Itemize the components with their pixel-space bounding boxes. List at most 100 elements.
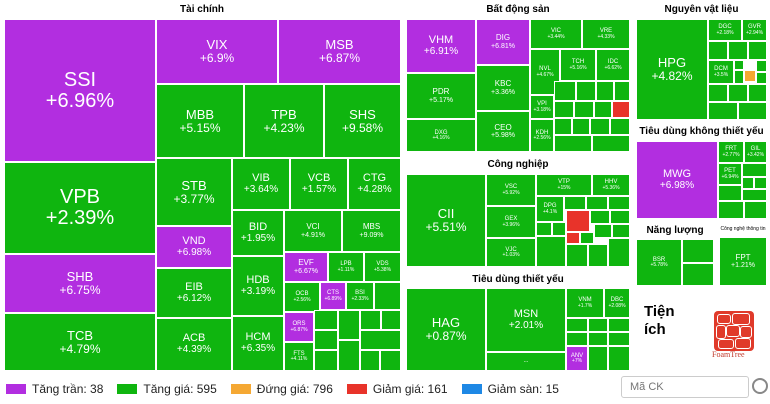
tile-VIC[interactable]: VIC +3.44% — [530, 19, 582, 49]
tile-misc-fin-i[interactable] — [360, 330, 401, 350]
tile-FRT[interactable]: FRT +2.77% — [718, 141, 744, 163]
tile-TCB[interactable]: TCB +4.79% — [4, 313, 156, 371]
tile-misc-bds-f[interactable] — [574, 101, 594, 118]
tile-VPB[interactable]: VPB +2.39% — [4, 162, 156, 254]
tile-misc-nvl-j[interactable] — [728, 84, 748, 102]
tile-VCB[interactable]: VCB +1.57% — [290, 158, 348, 210]
tile-misc-cn-b[interactable] — [586, 196, 608, 210]
tile-misc-fin-k[interactable] — [380, 350, 401, 371]
tile-misc-bds-b[interactable] — [576, 81, 596, 101]
tile-VND[interactable]: VND +6.98% — [156, 226, 232, 268]
tile-KBC[interactable]: KBC +3.36% — [476, 65, 530, 111]
tile-misc-cn-l[interactable] — [612, 224, 630, 238]
tile-DIG[interactable]: DIG +6.81% — [476, 19, 530, 65]
tile-CEO[interactable]: CEO +5.98% — [476, 111, 530, 152]
tile-TCH[interactable]: TCH +5.16% — [560, 49, 596, 81]
tile-misc-td-h[interactable] — [566, 332, 588, 346]
tile-MBS[interactable]: MBS +9.09% — [342, 210, 401, 252]
stock-search-input[interactable] — [621, 376, 749, 398]
tile-DCM[interactable]: DCM +3.5% — [708, 60, 734, 84]
tile-MWG[interactable]: MWG +6.98% — [636, 141, 718, 219]
tile-SSI[interactable]: SSI +6.96% — [4, 19, 156, 162]
tile-VIB[interactable]: VIB +3.64% — [232, 158, 290, 210]
tile-misc-cn-j[interactable] — [580, 232, 594, 244]
tile-OCB[interactable]: OCB +2.56% — [284, 282, 320, 312]
tile-misc-td-e[interactable] — [608, 332, 630, 346]
tile-misc-tdk-e[interactable] — [742, 189, 767, 201]
tile-EVF[interactable]: EVF +6.67% — [284, 252, 328, 282]
tile-ellipsis[interactable]: ... — [486, 352, 566, 371]
tile-MSN[interactable]: MSN +2.01% — [486, 288, 566, 352]
tile-misc-tdk-b[interactable] — [742, 177, 754, 189]
tile-misc-td-b[interactable] — [588, 318, 608, 332]
tile-VJC[interactable]: VJC +1.03% — [486, 238, 536, 267]
tile-VHM[interactable]: VHM +6.91% — [406, 19, 476, 73]
tile-PET[interactable]: PET +6.94% — [718, 163, 742, 185]
tile-misc-tdk-f[interactable] — [718, 201, 744, 219]
tile-misc-nvl-f[interactable] — [756, 60, 767, 72]
tile-VIX[interactable]: VIX +6.9% — [156, 19, 278, 84]
tile-misc-td-d[interactable] — [588, 332, 608, 346]
tile-misc-nvl-i[interactable] — [708, 84, 728, 102]
tile-DPG[interactable]: DPG +4.1% — [536, 196, 564, 222]
tile-misc-cn-e[interactable] — [590, 210, 610, 224]
tile-misc-td-a[interactable] — [566, 318, 588, 332]
tile-misc-nvl-m[interactable] — [738, 102, 767, 120]
tile-VTP[interactable]: VTP +15% — [536, 174, 592, 196]
tile-misc-nvl-h[interactable] — [756, 72, 767, 84]
tile-IDC[interactable]: IDC +6.62% — [596, 49, 630, 81]
tile-misc-nvl-c[interactable] — [748, 41, 767, 60]
tile-SHS[interactable]: SHS +9.58% — [324, 84, 401, 158]
tile-misc-cn-o[interactable] — [588, 244, 608, 267]
tile-PDR[interactable]: PDR +5.17% — [406, 73, 476, 119]
tile-misc-bds-m[interactable] — [554, 135, 592, 152]
tile-misc-bds-c[interactable] — [596, 81, 614, 101]
tile-misc-nvl-g[interactable] — [734, 70, 744, 84]
tile-misc-nvl-a[interactable] — [708, 41, 728, 60]
tile-ANV[interactable]: ANV +7% — [566, 346, 588, 371]
tile-misc-cn-i[interactable] — [566, 232, 580, 244]
tile-misc-tdk-d[interactable] — [718, 185, 742, 201]
tile-misc-td-g[interactable] — [608, 346, 630, 371]
tile-misc-bds-k[interactable] — [590, 118, 610, 135]
tile-misc-td-c[interactable] — [608, 318, 630, 332]
tile-MBB[interactable]: MBB +5.15% — [156, 84, 244, 158]
tile-misc-nl-b[interactable] — [682, 263, 714, 286]
tile-misc-fin-d[interactable] — [314, 350, 338, 371]
tile-BID[interactable]: BID +1.95% — [232, 210, 284, 256]
tile-misc-fin-h[interactable] — [381, 310, 401, 330]
tile-misc-cn-g[interactable] — [536, 222, 552, 236]
tile-misc-nvl-d[interactable] — [734, 60, 744, 70]
tile-STB[interactable]: STB +3.77% — [156, 158, 232, 226]
tile-misc-bds-l[interactable] — [610, 118, 630, 135]
tile-misc-nvl-b[interactable] — [728, 41, 748, 60]
tile-misc-nl-a[interactable] — [682, 239, 714, 263]
tile-misc-td-f[interactable] — [588, 346, 608, 371]
tile-DXG[interactable]: DXG +4.16% — [406, 119, 476, 152]
tile-DBC[interactable]: DBC +2.08% — [604, 288, 630, 318]
tile-VPI[interactable]: VPI +3.18% — [530, 95, 554, 119]
tile-DGC[interactable]: DGC +2.18% — [708, 19, 742, 41]
tile-HDB[interactable]: HDB +3.19% — [232, 256, 284, 316]
tile-HPG[interactable]: HPG +4.82% — [636, 19, 708, 120]
tile-EIB[interactable]: EIB +6.12% — [156, 268, 232, 318]
tile-VRE[interactable]: VRE +4.33% — [582, 19, 630, 49]
tile-misc-cn-f[interactable] — [610, 210, 630, 224]
tile-misc-fin-e[interactable] — [338, 310, 360, 340]
tile-HHV[interactable]: HHV +5.36% — [592, 174, 630, 196]
tile-VNM[interactable]: VNM +1.7% — [566, 288, 604, 318]
tile-misc-tdk-a[interactable] — [742, 163, 767, 177]
tile-misc-cn-m[interactable] — [536, 236, 566, 267]
tile-LPB[interactable]: LPB +1.11% — [328, 252, 364, 282]
tile-FPT[interactable]: FPT +1.21% — [719, 237, 767, 286]
tile-misc-bds-h[interactable] — [612, 101, 630, 118]
tile-KDH[interactable]: KDH +2.56% — [530, 119, 554, 152]
tile-misc-nvl-k[interactable] — [748, 84, 767, 102]
tile-VDS[interactable]: VDS +5.38% — [364, 252, 401, 282]
tile-misc-fin-g[interactable] — [360, 310, 381, 330]
tile-misc-cn-a[interactable] — [564, 196, 586, 210]
tile-misc-bds-a[interactable] — [554, 81, 576, 101]
tile-BSI[interactable]: BSI +2.33% — [346, 282, 374, 310]
tile-misc-nvl-l[interactable] — [708, 102, 738, 120]
tile-BSR[interactable]: BSR +5.78% — [636, 239, 682, 286]
